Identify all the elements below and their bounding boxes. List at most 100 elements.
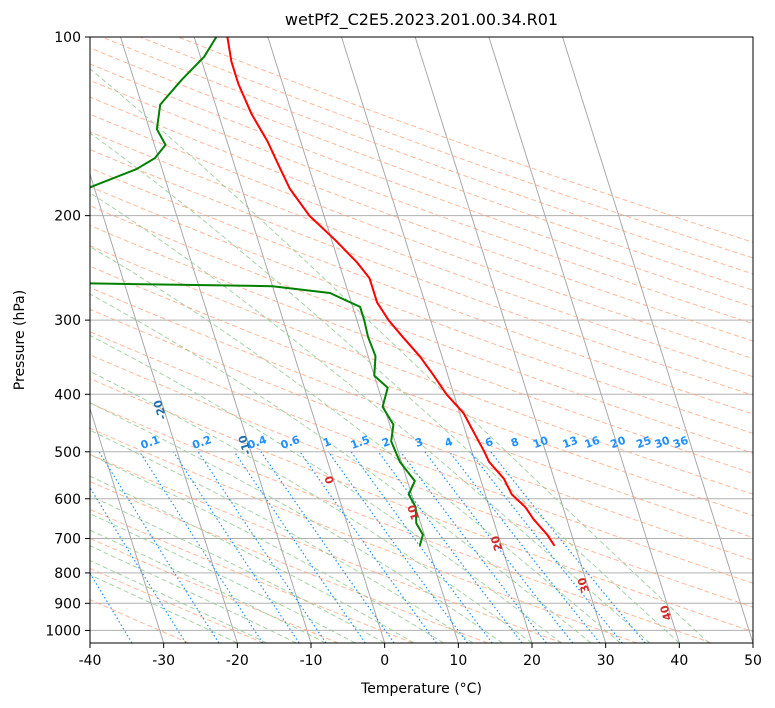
profiles <box>90 37 556 547</box>
y-axis-title: Pressure (hPa) <box>12 290 28 390</box>
x-tick-label: -20 <box>226 653 249 669</box>
isotherm-label: 20 <box>488 534 505 553</box>
line-labels: -100-90-80-70-60-50-40-30-20-10010203040… <box>139 398 691 622</box>
mixing-ratio-label: 0.1 <box>139 433 162 452</box>
dry-adiabat-line <box>90 453 563 643</box>
moist-adiabat-line <box>90 370 533 643</box>
moist-adiabat-line <box>90 495 385 643</box>
mixing-ratio-line <box>98 451 220 643</box>
dry-adiabat-line <box>90 427 638 643</box>
dewpoint-line <box>90 37 424 547</box>
x-tick-label: 20 <box>523 653 541 669</box>
moist-adiabat-line <box>90 246 621 643</box>
mixing-ratio-label: 0.4 <box>246 433 269 452</box>
dry-adiabat-line <box>90 79 753 325</box>
moist-adiabat-line <box>90 545 297 643</box>
mixing-ratio-label: 0.2 <box>190 433 213 452</box>
temperature-line <box>226 37 556 547</box>
mixing-ratio-line <box>350 451 493 643</box>
dry-adiabat-line <box>90 167 753 415</box>
isotherm-label: 0 <box>322 474 337 486</box>
mixing-ratio-label: 8 <box>509 435 521 450</box>
isotherm-line <box>414 37 607 643</box>
mixing-ratio-label: 36 <box>671 434 690 452</box>
moist-adiabat-line <box>90 68 710 643</box>
mixing-ratio-line <box>260 451 395 643</box>
isotherm-label: 30 <box>575 575 592 594</box>
isotherm-line <box>193 37 386 643</box>
dry-adiabat-line <box>90 47 753 291</box>
mixing-ratio-line <box>299 451 437 643</box>
y-tick-label: 600 <box>54 492 81 508</box>
y-tick-label: 200 <box>54 209 81 225</box>
dry-adiabat-line <box>90 113 753 360</box>
chart-title: wetPf2_C2E5.2023.201.00.34.R01 <box>285 10 558 30</box>
mixing-ratio-label: 25 <box>634 434 653 451</box>
dry-adiabat-line <box>90 265 753 517</box>
moist-adiabat-line <box>90 475 415 643</box>
mixing-ratio-line <box>469 451 623 643</box>
moist-adiabat-line <box>90 513 356 643</box>
mixing-ratio-line <box>90 486 187 643</box>
y-tick-label: 500 <box>54 445 81 461</box>
mixing-ratio-label: 20 <box>609 434 628 452</box>
x-tick-label: -30 <box>152 653 175 669</box>
x-tick-label: -10 <box>300 653 323 669</box>
y-tick-label: 1000 <box>45 623 81 639</box>
isotherm-line <box>90 172 238 643</box>
isotherm-label: -20 <box>151 398 169 421</box>
mixing-ratio-label: 16 <box>583 434 602 452</box>
dry-adiabat-line <box>90 96 753 342</box>
x-tick-label: -40 <box>79 653 102 669</box>
mixing-ratio-label: 6 <box>483 435 495 450</box>
isotherm-line <box>488 37 680 643</box>
moist-adiabat-line <box>90 334 562 643</box>
mixing-ratio-label: 10 <box>531 434 550 452</box>
mixing-ratio-label: 1 <box>321 435 333 450</box>
mixing-ratio-label: 13 <box>561 434 580 451</box>
mixing-ratio-line <box>233 451 366 643</box>
dry-adiabat-line <box>90 378 753 633</box>
mixing-ratio-line <box>139 451 264 643</box>
x-axis-title: Temperature (°C) <box>360 681 482 697</box>
mixing-ratio-label: 1.5 <box>349 433 372 452</box>
x-tick-label: 40 <box>670 653 688 669</box>
x-tick-label: 50 <box>744 653 762 669</box>
y-tick-label: 800 <box>54 566 81 582</box>
plot-frame <box>89 36 754 644</box>
dry-adiabat-line <box>90 63 753 308</box>
mixing-ratio-line <box>327 451 468 643</box>
dry-adiabat-line <box>90 149 753 396</box>
moist-adiabat-line <box>90 574 238 643</box>
mixing-ratio-line <box>490 451 646 643</box>
mixing-ratio-label: 0.6 <box>279 433 302 452</box>
y-tick-label: 100 <box>54 30 81 46</box>
isotherm-line <box>90 406 165 643</box>
y-tick-label: 300 <box>54 313 81 329</box>
mixing-ratio-line <box>449 451 601 643</box>
mixing-ratio-line <box>197 451 327 643</box>
moist-adiabat-line <box>90 453 444 643</box>
dry-adiabat-line <box>90 131 753 378</box>
dry-adiabat-line <box>90 245 753 495</box>
isotherm-label: 10 <box>405 503 422 522</box>
isotherm-label: 40 <box>658 603 675 622</box>
dry-adiabat-line <box>90 567 264 643</box>
dry-adiabat-line <box>90 599 190 643</box>
background-lines <box>90 37 753 643</box>
x-tick-label: 10 <box>449 653 467 669</box>
moist-adiabat-line <box>90 402 503 643</box>
moist-adiabat-line <box>90 560 268 643</box>
mixing-ratio-line <box>378 451 523 643</box>
x-tick-label: 0 <box>380 653 389 669</box>
dry-adiabat-line <box>90 354 753 608</box>
mixing-ratio-label: 4 <box>443 435 455 450</box>
mixing-ratio-label: 3 <box>413 435 425 450</box>
moist-adiabat-line <box>90 293 592 643</box>
mixing-ratio-label: 2 <box>380 435 392 450</box>
mixing-ratio-line <box>172 451 300 643</box>
isotherm-label: -10 <box>236 433 254 456</box>
mixing-ratio-label: 30 <box>653 434 672 452</box>
x-tick-label: 30 <box>597 653 615 669</box>
